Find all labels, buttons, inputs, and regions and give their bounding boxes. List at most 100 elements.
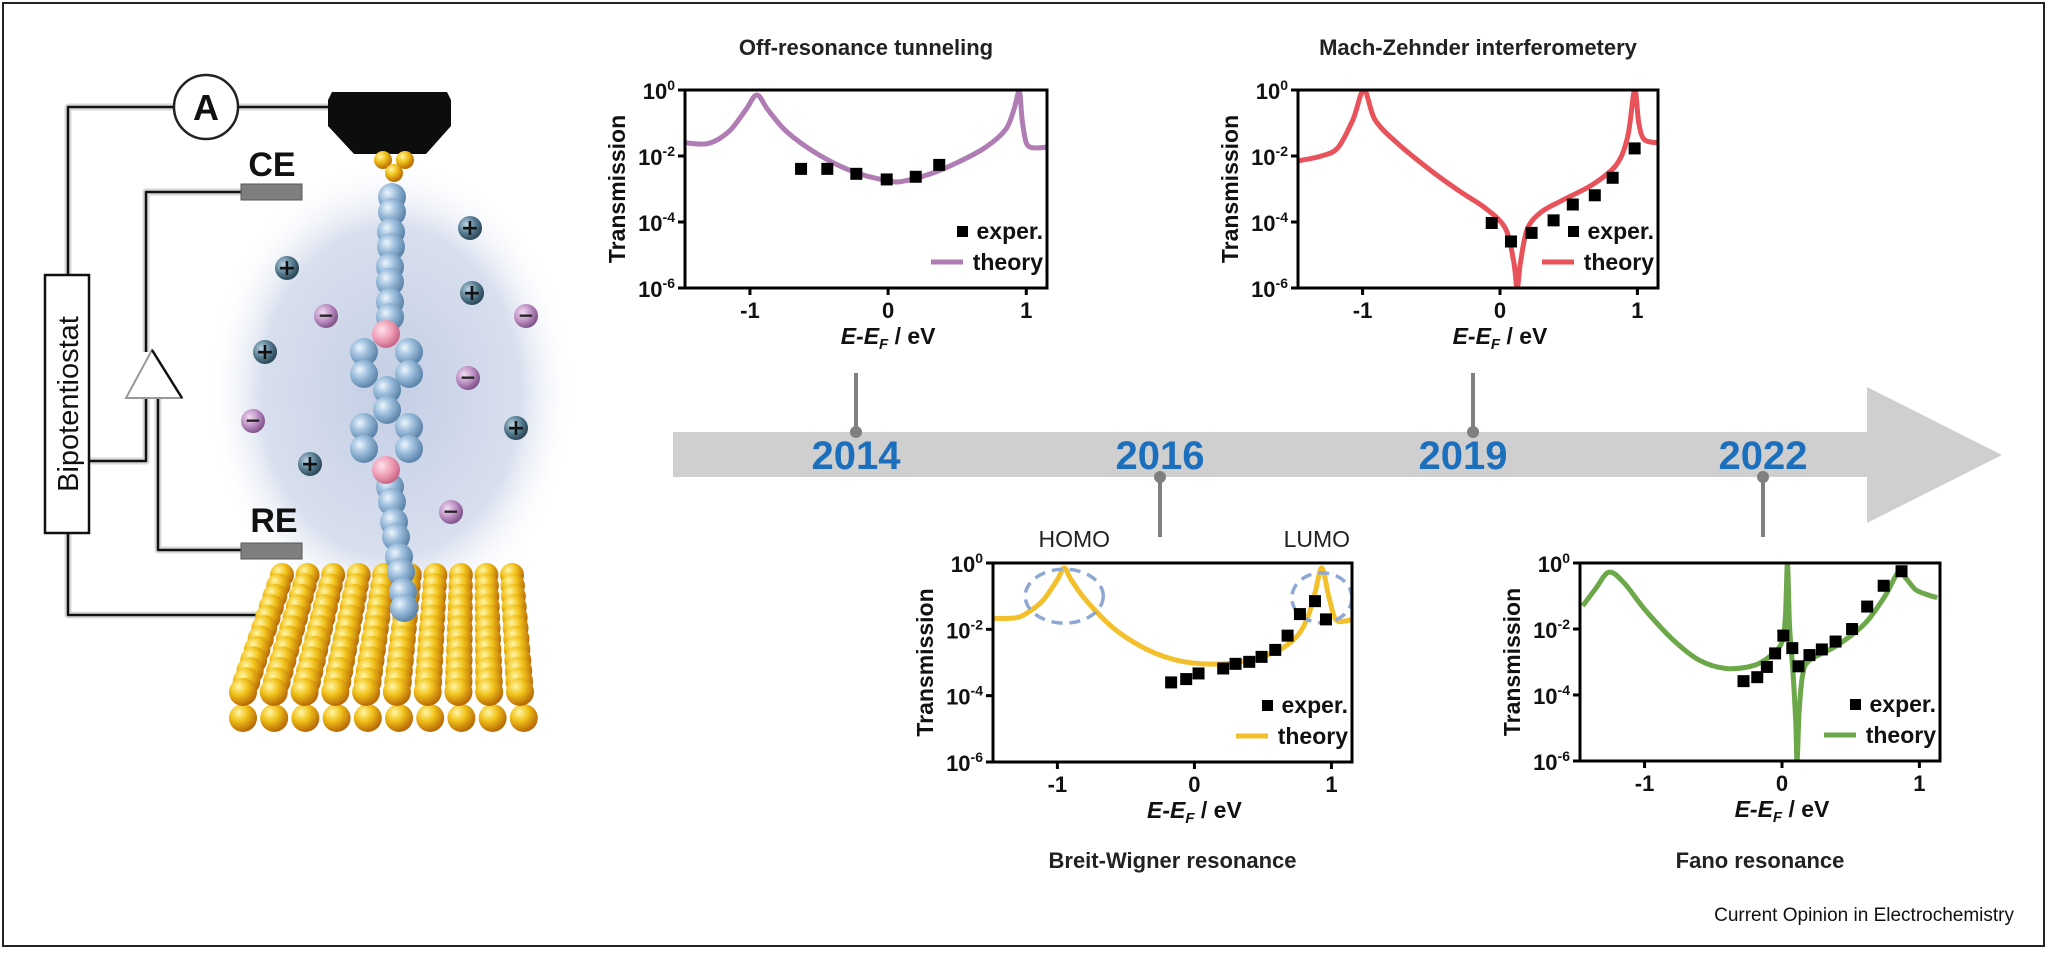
exper-point [1192, 667, 1205, 680]
plus-icon: + [507, 416, 525, 441]
exper-point [1751, 671, 1764, 684]
gold-atom [447, 704, 476, 732]
exper-point [1760, 660, 1773, 673]
x-axis-variable: E-E [1147, 797, 1186, 823]
plus-icon: + [256, 340, 274, 365]
molecule-atom [373, 376, 401, 404]
y-tick-label: 10-6 [946, 749, 983, 776]
y-tick-base: 10 [1251, 211, 1275, 236]
y-tick-base: 10 [946, 685, 970, 710]
lumo-label: LUMO [1284, 526, 1350, 552]
exper-point [1504, 235, 1517, 248]
exper-point [1769, 647, 1782, 660]
cation: + [253, 340, 277, 365]
y-tick-base: 10 [1538, 552, 1562, 577]
theory-line [685, 90, 1047, 185]
molecule-atom [350, 338, 378, 366]
legend-theory-label: theory [1278, 723, 1349, 749]
bipotentiostat-box [43, 273, 91, 535]
x-axis-variable: E-E [1735, 796, 1774, 822]
bipotentiostat: Bipotentiostat [43, 273, 91, 535]
cation-sphere [504, 416, 528, 440]
anion: − [514, 303, 538, 328]
x-axis-variable: E-E [841, 323, 880, 349]
legend-exper-marker [1262, 700, 1273, 711]
molecule-atom [350, 360, 378, 388]
cation-sphere [298, 452, 322, 476]
exper-point [1792, 660, 1805, 673]
exper-point [1829, 635, 1842, 648]
year-label: 2016 [1116, 434, 1205, 478]
chart-title: Fano resonance [1676, 848, 1845, 873]
year-label: 2014 [812, 434, 902, 478]
gold-atom [229, 704, 257, 732]
y-tick-label: 10-2 [1533, 616, 1570, 643]
y-tick-exponent: 0 [1562, 550, 1570, 566]
x-axis-label: E-EF / eV [841, 323, 936, 353]
exper-point [1566, 198, 1579, 211]
exper-point [1165, 676, 1178, 689]
ammeter-circle [172, 73, 240, 141]
chart-title: Off-resonance tunneling [739, 35, 993, 60]
anion: − [456, 365, 480, 390]
minus-icon: − [460, 365, 477, 389]
exper-point [1217, 662, 1230, 675]
gold-atom [385, 704, 413, 732]
legend-theory-label: theory [1866, 722, 1937, 748]
exper-point [1281, 629, 1294, 642]
molecule-atom [376, 268, 404, 296]
legend-exper-label: exper. [1870, 691, 1937, 717]
reference-electrode [240, 542, 303, 560]
cation: + [275, 256, 299, 281]
exper-point [1861, 600, 1874, 613]
plus-icon: + [301, 452, 319, 477]
timeline-marker-2016: 2016 [1116, 434, 1205, 537]
exper-point [909, 170, 922, 183]
gold-atom [352, 678, 381, 706]
ammeter: A [172, 73, 240, 141]
x-tick-label: -1 [1635, 771, 1655, 796]
molecule-atom [390, 594, 418, 622]
gold-atom [321, 678, 350, 706]
y-tick-label: 100 [1256, 77, 1288, 104]
y-tick-exponent: 0 [975, 550, 983, 566]
x-axis-subscript: F [1185, 810, 1195, 827]
ce-label: CE [248, 146, 295, 184]
exper-point [1229, 657, 1242, 670]
cation: + [458, 216, 482, 241]
molecule-atom [350, 435, 378, 463]
x-tick-label: 1 [1631, 298, 1643, 323]
cation-sphere [253, 340, 277, 364]
exper-point [1803, 649, 1816, 662]
y-tick-base: 10 [638, 277, 662, 302]
y-tick-label: 100 [643, 77, 675, 104]
molecule-atom [377, 233, 405, 261]
x-axis-unit: / eV [888, 323, 936, 349]
legend-exper-label: exper. [977, 218, 1044, 244]
timeline-marker-2014: 2014 [812, 373, 902, 478]
gold-atom [478, 704, 507, 732]
gold-atom [291, 704, 320, 732]
anion-sphere [241, 409, 265, 433]
y-tick-exponent: -4 [971, 683, 984, 699]
exper-point [1737, 675, 1750, 688]
homo-highlight [1023, 567, 1106, 625]
gold-atom [509, 704, 538, 732]
gold-atom [260, 704, 289, 732]
y-tick-base: 10 [1533, 684, 1557, 709]
minus-icon: − [443, 499, 460, 523]
x-axis-subscript: F [879, 336, 889, 353]
legend-exper-marker [1850, 699, 1861, 710]
anion-sphere [439, 500, 463, 524]
exper-point [795, 162, 808, 175]
exper-point [880, 173, 893, 186]
y-tick-exponent: -6 [1558, 748, 1571, 764]
x-axis-label: E-EF / eV [1735, 796, 1830, 826]
exper-point [1255, 650, 1268, 663]
anion-sphere [456, 366, 480, 390]
y-tick-label: 100 [951, 550, 983, 577]
gold-atom [259, 678, 288, 706]
x-tick-label: 1 [1020, 298, 1032, 323]
heteroatom [372, 456, 400, 484]
